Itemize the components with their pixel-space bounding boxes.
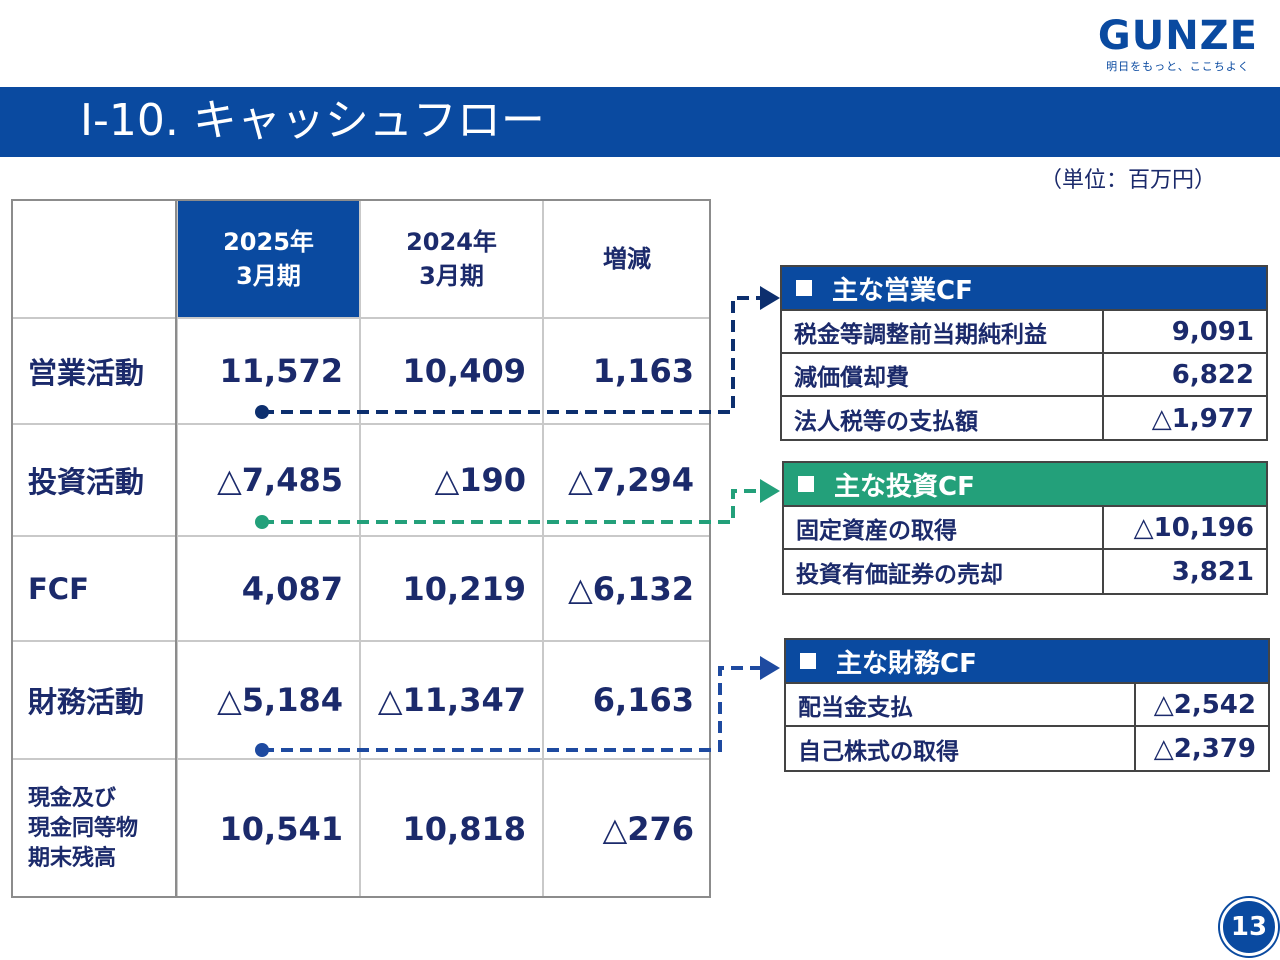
item-value: 6,822 bbox=[1171, 359, 1254, 390]
financing-2024: △11,347 bbox=[360, 641, 543, 759]
square-bullet-icon bbox=[800, 653, 816, 669]
row-label-financing: 財務活動 bbox=[11, 641, 177, 759]
title-bar: Ⅰ-10. キャッシュフロー bbox=[0, 87, 1280, 157]
row-label-operating: 営業活動 bbox=[11, 318, 177, 424]
item-value: △2,542 bbox=[1153, 689, 1256, 720]
financing-connector bbox=[255, 656, 780, 757]
item-value: △1,977 bbox=[1151, 403, 1254, 434]
investing-cf-title: 主な投資CF bbox=[834, 471, 975, 502]
item-label: 配当金支払 bbox=[786, 684, 1136, 725]
row-label-cash-balance: 現金及び 現金同等物 期末残高 bbox=[11, 759, 177, 898]
list-item: 投資有価証券の売却 3,821 bbox=[784, 550, 1266, 593]
item-label: 法人税等の支払額 bbox=[782, 397, 1104, 440]
item-value: 9,091 bbox=[1171, 316, 1254, 347]
operating-cf-box: 主な営業CF 税金等調整前当期純利益 9,091 減価償却費 6,822 法人税… bbox=[780, 265, 1268, 441]
fcf-2024: 10,219 bbox=[360, 536, 543, 641]
logo-tagline: 明日をもっと、ここちよく bbox=[1106, 60, 1250, 73]
list-item: 法人税等の支払額 △1,977 bbox=[782, 397, 1266, 440]
investing-change: △7,294 bbox=[543, 424, 711, 536]
list-item: 減価償却費 6,822 bbox=[782, 354, 1266, 397]
cash-balance-2025: 10,541 bbox=[177, 759, 360, 898]
item-value: 3,821 bbox=[1171, 556, 1254, 587]
investing-cf-header: 主な投資CF bbox=[784, 463, 1266, 507]
header-fy2024: 2024年 3月期 bbox=[360, 199, 543, 318]
unit-note: （単位：百万円） bbox=[1040, 168, 1217, 193]
item-value: △10,196 bbox=[1133, 512, 1254, 543]
page-title: Ⅰ-10. キャッシュフロー bbox=[80, 95, 545, 146]
financing-change: 6,163 bbox=[543, 641, 711, 759]
list-item: 自己株式の取得 △2,379 bbox=[786, 727, 1268, 770]
list-item: 配当金支払 △2,542 bbox=[786, 684, 1268, 727]
fcf-change: △6,132 bbox=[543, 536, 711, 641]
operating-2024: 10,409 bbox=[360, 318, 543, 424]
operating-2025: 11,572 bbox=[177, 318, 360, 424]
investing-cf-box: 主な投資CF 固定資産の取得 △10,196 投資有価証券の売却 3,821 bbox=[782, 461, 1268, 595]
page-number: 13 bbox=[1220, 898, 1278, 956]
header-fy2025: 2025年 3月期 bbox=[177, 199, 360, 318]
investing-connector bbox=[255, 479, 780, 529]
fcf-2025: 4,087 bbox=[177, 536, 360, 641]
logo-wordmark: GUNZE bbox=[1097, 13, 1258, 59]
cashflow-table: 2025年 3月期 2024年 3月期 増減 営業活動 11,572 10,40… bbox=[11, 199, 711, 898]
item-label: 減価償却費 bbox=[782, 354, 1104, 395]
square-bullet-icon bbox=[796, 280, 812, 296]
list-item: 税金等調整前当期純利益 9,091 bbox=[782, 311, 1266, 354]
financing-cf-box: 主な財務CF 配当金支払 △2,542 自己株式の取得 △2,379 bbox=[784, 638, 1270, 772]
operating-cf-header: 主な営業CF bbox=[782, 267, 1266, 311]
investing-2025: △7,485 bbox=[177, 424, 360, 536]
cash-balance-2024: 10,818 bbox=[360, 759, 543, 898]
square-bullet-icon bbox=[798, 476, 814, 492]
item-value: △2,379 bbox=[1153, 733, 1256, 764]
financing-2025: △5,184 bbox=[177, 641, 360, 759]
financing-cf-header: 主な財務CF bbox=[786, 640, 1268, 684]
list-item: 固定資産の取得 △10,196 bbox=[784, 507, 1266, 550]
operating-connector bbox=[255, 286, 780, 419]
item-label: 投資有価証券の売却 bbox=[784, 550, 1104, 593]
investing-2024: △190 bbox=[360, 424, 543, 536]
financing-cf-title: 主な財務CF bbox=[836, 648, 977, 679]
item-label: 税金等調整前当期純利益 bbox=[782, 311, 1104, 352]
operating-cf-title: 主な営業CF bbox=[832, 275, 973, 306]
item-label: 固定資産の取得 bbox=[784, 507, 1104, 548]
company-logo: GUNZE 明日をもっと、ここちよく bbox=[1098, 14, 1258, 74]
item-label: 自己株式の取得 bbox=[786, 727, 1136, 770]
